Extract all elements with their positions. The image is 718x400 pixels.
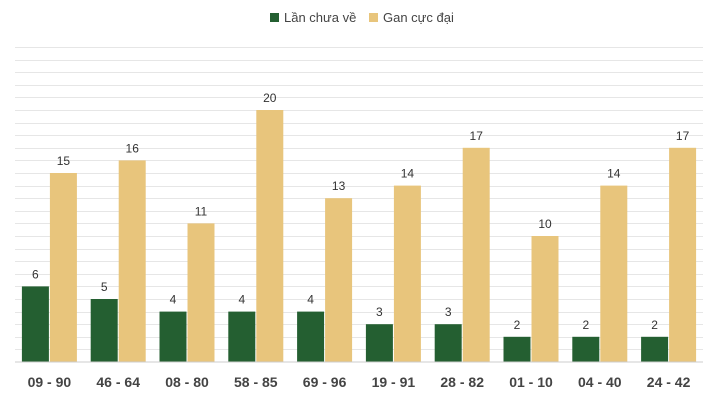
bar-gan-cuc-dai bbox=[118, 160, 146, 362]
data-labels: 6 15 5 16 4 11 4 20 4 13 3 14 3 17 2 10 2 14 2 17 bbox=[32, 91, 690, 332]
data-label-gan-cuc-dai: 10 bbox=[538, 217, 552, 231]
data-label-lan-chua-ve: 3 bbox=[445, 305, 452, 319]
data-label-gan-cuc-dai: 11 bbox=[195, 204, 208, 218]
bar-lan-chua-ve bbox=[503, 336, 531, 362]
bar-lan-chua-ve bbox=[365, 324, 393, 362]
x-tick-label: 69 - 96 bbox=[303, 374, 347, 390]
x-tick-label: 58 - 85 bbox=[234, 374, 278, 390]
data-label-gan-cuc-dai: 16 bbox=[126, 141, 140, 155]
legend-label-gan-cuc-dai: Gan cực đại bbox=[383, 10, 454, 25]
data-label-gan-cuc-dai: 14 bbox=[607, 167, 621, 181]
bar-lan-chua-ve bbox=[297, 311, 325, 362]
x-tick-label: 28 - 82 bbox=[440, 374, 484, 390]
x-tick-labels: 09 - 90 46 - 64 08 - 80 58 - 85 69 - 96 19 - … bbox=[28, 374, 691, 390]
bar-lan-chua-ve bbox=[572, 336, 600, 362]
data-label-gan-cuc-dai: 14 bbox=[401, 167, 415, 181]
x-tick-label: 46 - 64 bbox=[96, 374, 140, 390]
bar-gan-cuc-dai bbox=[600, 185, 628, 362]
x-tick-label: 04 - 40 bbox=[578, 374, 622, 390]
legend-swatch-lan-chua-ve bbox=[270, 13, 279, 22]
bar-lan-chua-ve bbox=[90, 299, 118, 362]
data-label-gan-cuc-dai: 20 bbox=[263, 91, 277, 105]
data-label-lan-chua-ve: 4 bbox=[170, 293, 177, 307]
x-tick-label: 09 - 90 bbox=[28, 374, 72, 390]
bars bbox=[21, 110, 697, 362]
data-label-lan-chua-ve: 2 bbox=[651, 318, 658, 332]
data-label-lan-chua-ve: 4 bbox=[307, 293, 314, 307]
bar-gan-cuc-dai bbox=[325, 198, 353, 362]
bar-gan-cuc-dai bbox=[462, 147, 490, 362]
x-tick-label: 19 - 91 bbox=[372, 374, 416, 390]
x-tick-label: 08 - 80 bbox=[165, 374, 209, 390]
bar-lan-chua-ve bbox=[641, 336, 669, 362]
data-label-gan-cuc-dai: 13 bbox=[332, 179, 346, 193]
data-label-lan-chua-ve: 6 bbox=[32, 267, 39, 281]
bar-lan-chua-ve bbox=[228, 311, 256, 362]
bar-lan-chua-ve bbox=[434, 324, 462, 362]
legend: Lần chưa về Gan cực đại bbox=[270, 10, 454, 25]
legend-label-lan-chua-ve: Lần chưa về bbox=[284, 10, 356, 25]
data-label-lan-chua-ve: 2 bbox=[582, 318, 589, 332]
data-label-lan-chua-ve: 5 bbox=[101, 280, 108, 294]
bar-gan-cuc-dai bbox=[669, 147, 697, 362]
data-label-gan-cuc-dai: 17 bbox=[470, 129, 484, 143]
data-label-gan-cuc-dai: 15 bbox=[57, 154, 71, 168]
bar-lan-chua-ve bbox=[21, 286, 49, 362]
bar-gan-cuc-dai bbox=[187, 223, 215, 362]
data-label-lan-chua-ve: 4 bbox=[238, 293, 245, 307]
legend-swatch-gan-cuc-dai bbox=[369, 13, 378, 22]
x-tick-label: 24 - 42 bbox=[647, 374, 691, 390]
bar-lan-chua-ve bbox=[159, 311, 187, 362]
bar-gan-cuc-dai bbox=[531, 236, 559, 362]
data-label-gan-cuc-dai: 17 bbox=[676, 129, 690, 143]
x-tick-label: 01 - 10 bbox=[509, 374, 553, 390]
bar-gan-cuc-dai bbox=[256, 110, 284, 362]
data-label-lan-chua-ve: 3 bbox=[376, 305, 383, 319]
bar-gan-cuc-dai bbox=[393, 185, 421, 362]
gridlines bbox=[15, 47, 703, 350]
data-label-lan-chua-ve: 2 bbox=[514, 318, 521, 332]
bar-gan-cuc-dai bbox=[49, 173, 77, 362]
